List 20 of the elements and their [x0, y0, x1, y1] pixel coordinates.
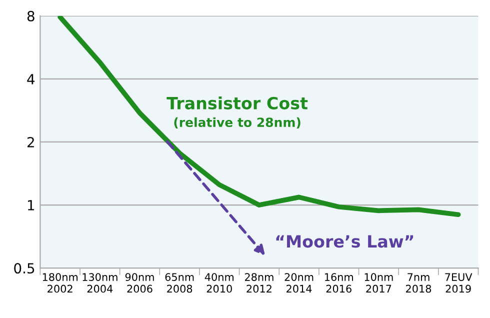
x-tick-label: 20nm 2014	[284, 273, 314, 293]
x-tick-label: 16nm 2016	[325, 273, 353, 293]
x-tick-label: 7nm 2018	[406, 273, 432, 293]
y-tick-label: 4	[27, 74, 35, 84]
x-tick-label: 65nm 2008	[165, 273, 194, 293]
annotation: (relative to 28nm)	[174, 117, 300, 129]
x-tick-label: 180nm 2002	[42, 273, 78, 293]
x-tick-label: 40nm 2010	[204, 273, 234, 293]
x-tick-label: 7EUV 2019	[445, 273, 472, 293]
y-tick-label: 2	[28, 136, 34, 148]
series-label: Transistor Cost	[166, 96, 308, 110]
y-tick-label: 0.5	[14, 263, 34, 274]
x-tick-label: 28nm 2012	[244, 273, 274, 293]
y-tick-label: 1	[28, 200, 34, 210]
y-tick-label: 8	[27, 10, 34, 22]
annotation: “Moore’s Law”	[276, 235, 414, 248]
line-series	[58, 16, 461, 218]
x-tick-label: 130nm 2004	[82, 273, 118, 293]
x-tick-label: 90nm 2006	[125, 273, 154, 293]
x-tick-label: 10nm 2017	[364, 273, 393, 293]
